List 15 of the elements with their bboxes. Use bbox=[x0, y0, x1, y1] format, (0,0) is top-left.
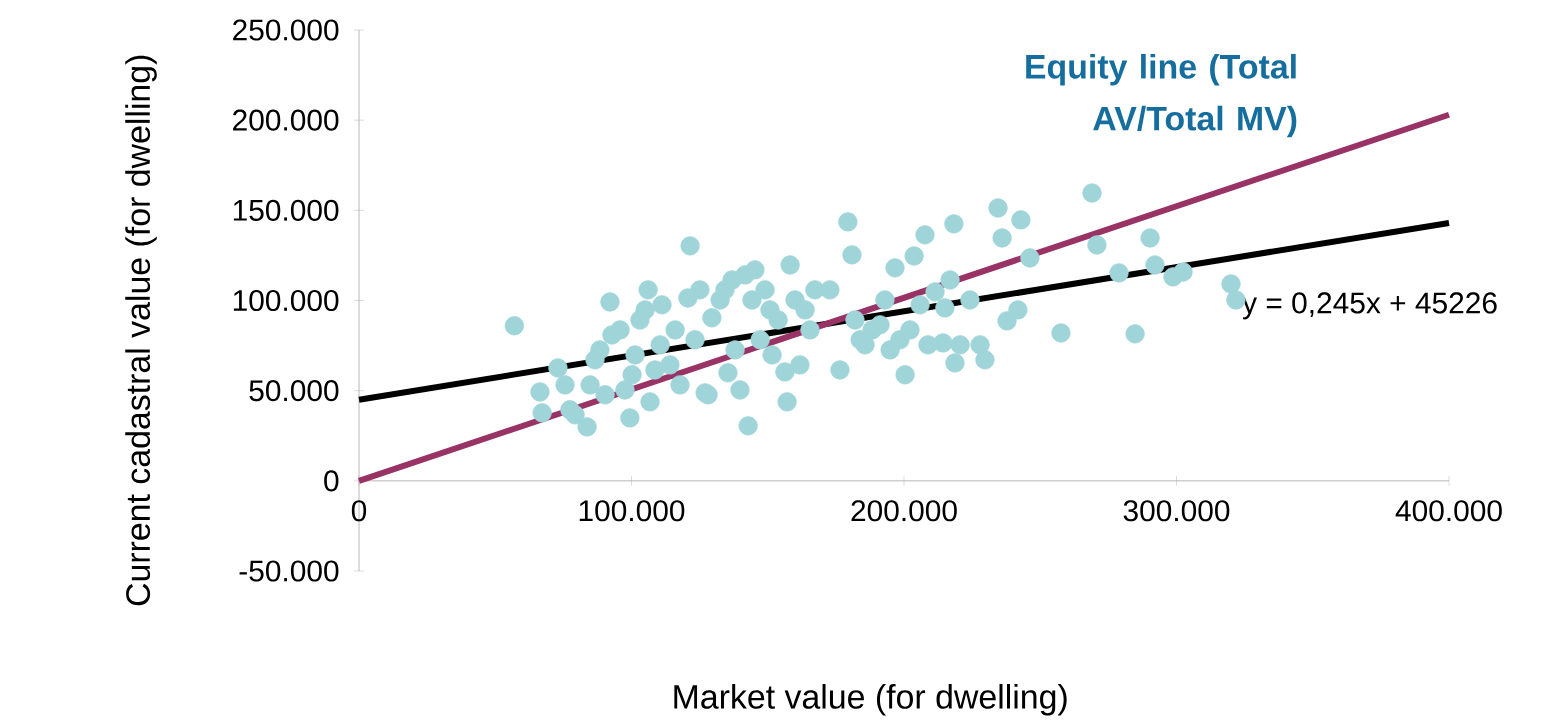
y-tick-label: 250.000 bbox=[233, 19, 339, 41]
series-label: Equity line (Total AV/Total MV) bbox=[1026, 53, 1297, 138]
y-tick-label: 50.000 bbox=[249, 380, 339, 402]
x-tick-label: 200.000 bbox=[851, 500, 957, 522]
y-axis-title: Current cadastral value (for dwelling) bbox=[125, 55, 157, 606]
y-tick-label: 100.000 bbox=[233, 289, 339, 312]
y-tick-label: -50.000 bbox=[239, 560, 339, 582]
x-tick-label: 400.000 bbox=[1395, 500, 1502, 522]
x-tick-label: 0 bbox=[351, 500, 367, 522]
x-axis-title: Market value (for dwelling) bbox=[674, 683, 1067, 716]
y-tick-label: 150.000 bbox=[233, 199, 339, 221]
x-tick-label: 100.000 bbox=[579, 500, 685, 522]
x-tick-label: 300.000 bbox=[1123, 500, 1230, 522]
y-tick-label: 0 bbox=[324, 470, 339, 492]
y-tick-label: 200.000 bbox=[233, 109, 339, 131]
